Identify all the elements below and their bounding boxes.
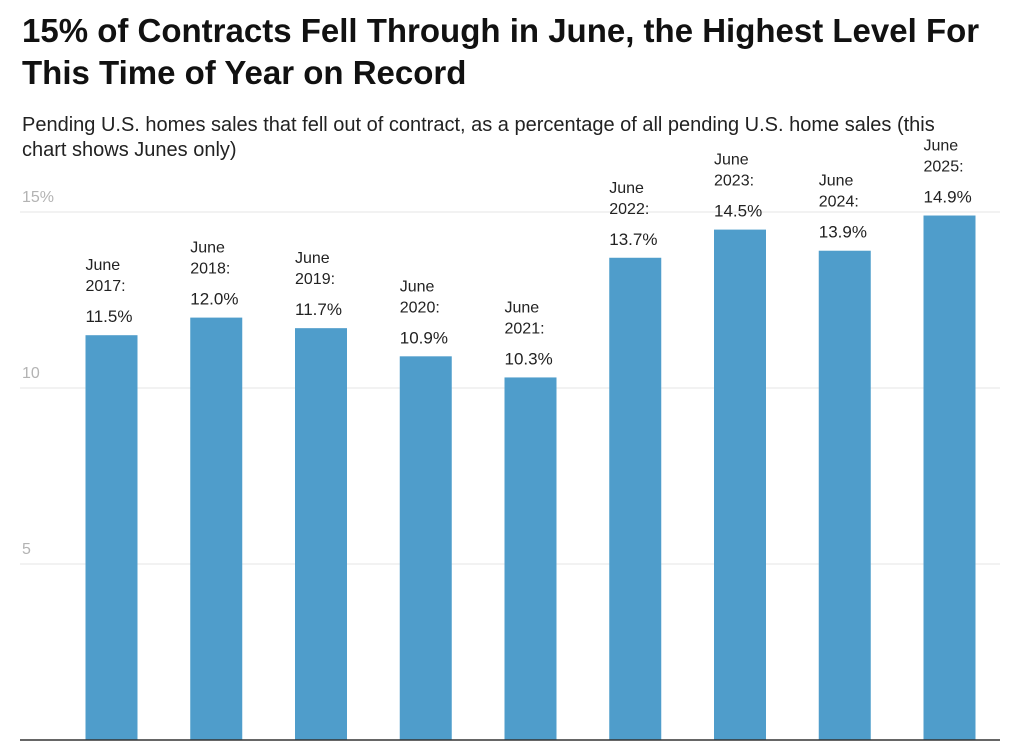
bar-category-label: 2018: — [190, 261, 230, 278]
bar-category-label: June — [714, 152, 749, 169]
chart-subtitle: Pending U.S. homes sales that fell out o… — [22, 114, 935, 161]
bar — [714, 229, 766, 740]
bar — [190, 317, 243, 740]
bar — [923, 215, 976, 740]
bar-category-label: 2024: — [819, 194, 859, 211]
bar — [609, 257, 662, 740]
bar-value-label: 10.3% — [505, 349, 553, 368]
bar-value-label: 11.5% — [86, 307, 133, 326]
bar-category-label: 2022: — [609, 201, 649, 218]
bar-value-label: 13.7% — [609, 230, 657, 249]
bar-category-label: June — [295, 250, 330, 267]
bar-category-label: June — [86, 257, 121, 274]
bar-category-label: 2019: — [295, 271, 335, 288]
bar-category-label: 2021: — [505, 320, 545, 337]
bar-value-label: 13.9% — [819, 223, 867, 242]
y-tick-label: 15% — [22, 189, 54, 206]
bar-category-label: June — [505, 299, 540, 316]
chart-title: 15% of Contracts Fell Through in June, t… — [22, 12, 980, 91]
bar-value-label: 11.7% — [295, 300, 342, 319]
y-tick-label: 5 — [22, 541, 31, 558]
bar-value-label: 12.0% — [190, 290, 238, 309]
bar-value-label: 14.9% — [924, 188, 972, 207]
bar — [818, 250, 871, 740]
bar-value-label: 10.9% — [400, 328, 448, 347]
bar — [295, 328, 347, 740]
bar-category-label: 2025: — [924, 159, 964, 176]
y-tick-label: 10 — [22, 365, 40, 382]
bar-value-label: 14.5% — [714, 202, 762, 221]
bar-category-label: June — [190, 240, 225, 257]
bar — [399, 356, 452, 740]
bar-category-label: June — [400, 278, 435, 295]
bar-category-label: June — [924, 138, 959, 155]
bar — [504, 377, 557, 740]
bar-category-label: June — [609, 180, 644, 197]
bar-category-label: June — [819, 173, 854, 190]
bar-category-label: 2023: — [714, 173, 754, 190]
bar-category-label: 2020: — [400, 299, 440, 316]
bar-category-label: 2017: — [86, 278, 126, 295]
bar — [85, 335, 138, 740]
